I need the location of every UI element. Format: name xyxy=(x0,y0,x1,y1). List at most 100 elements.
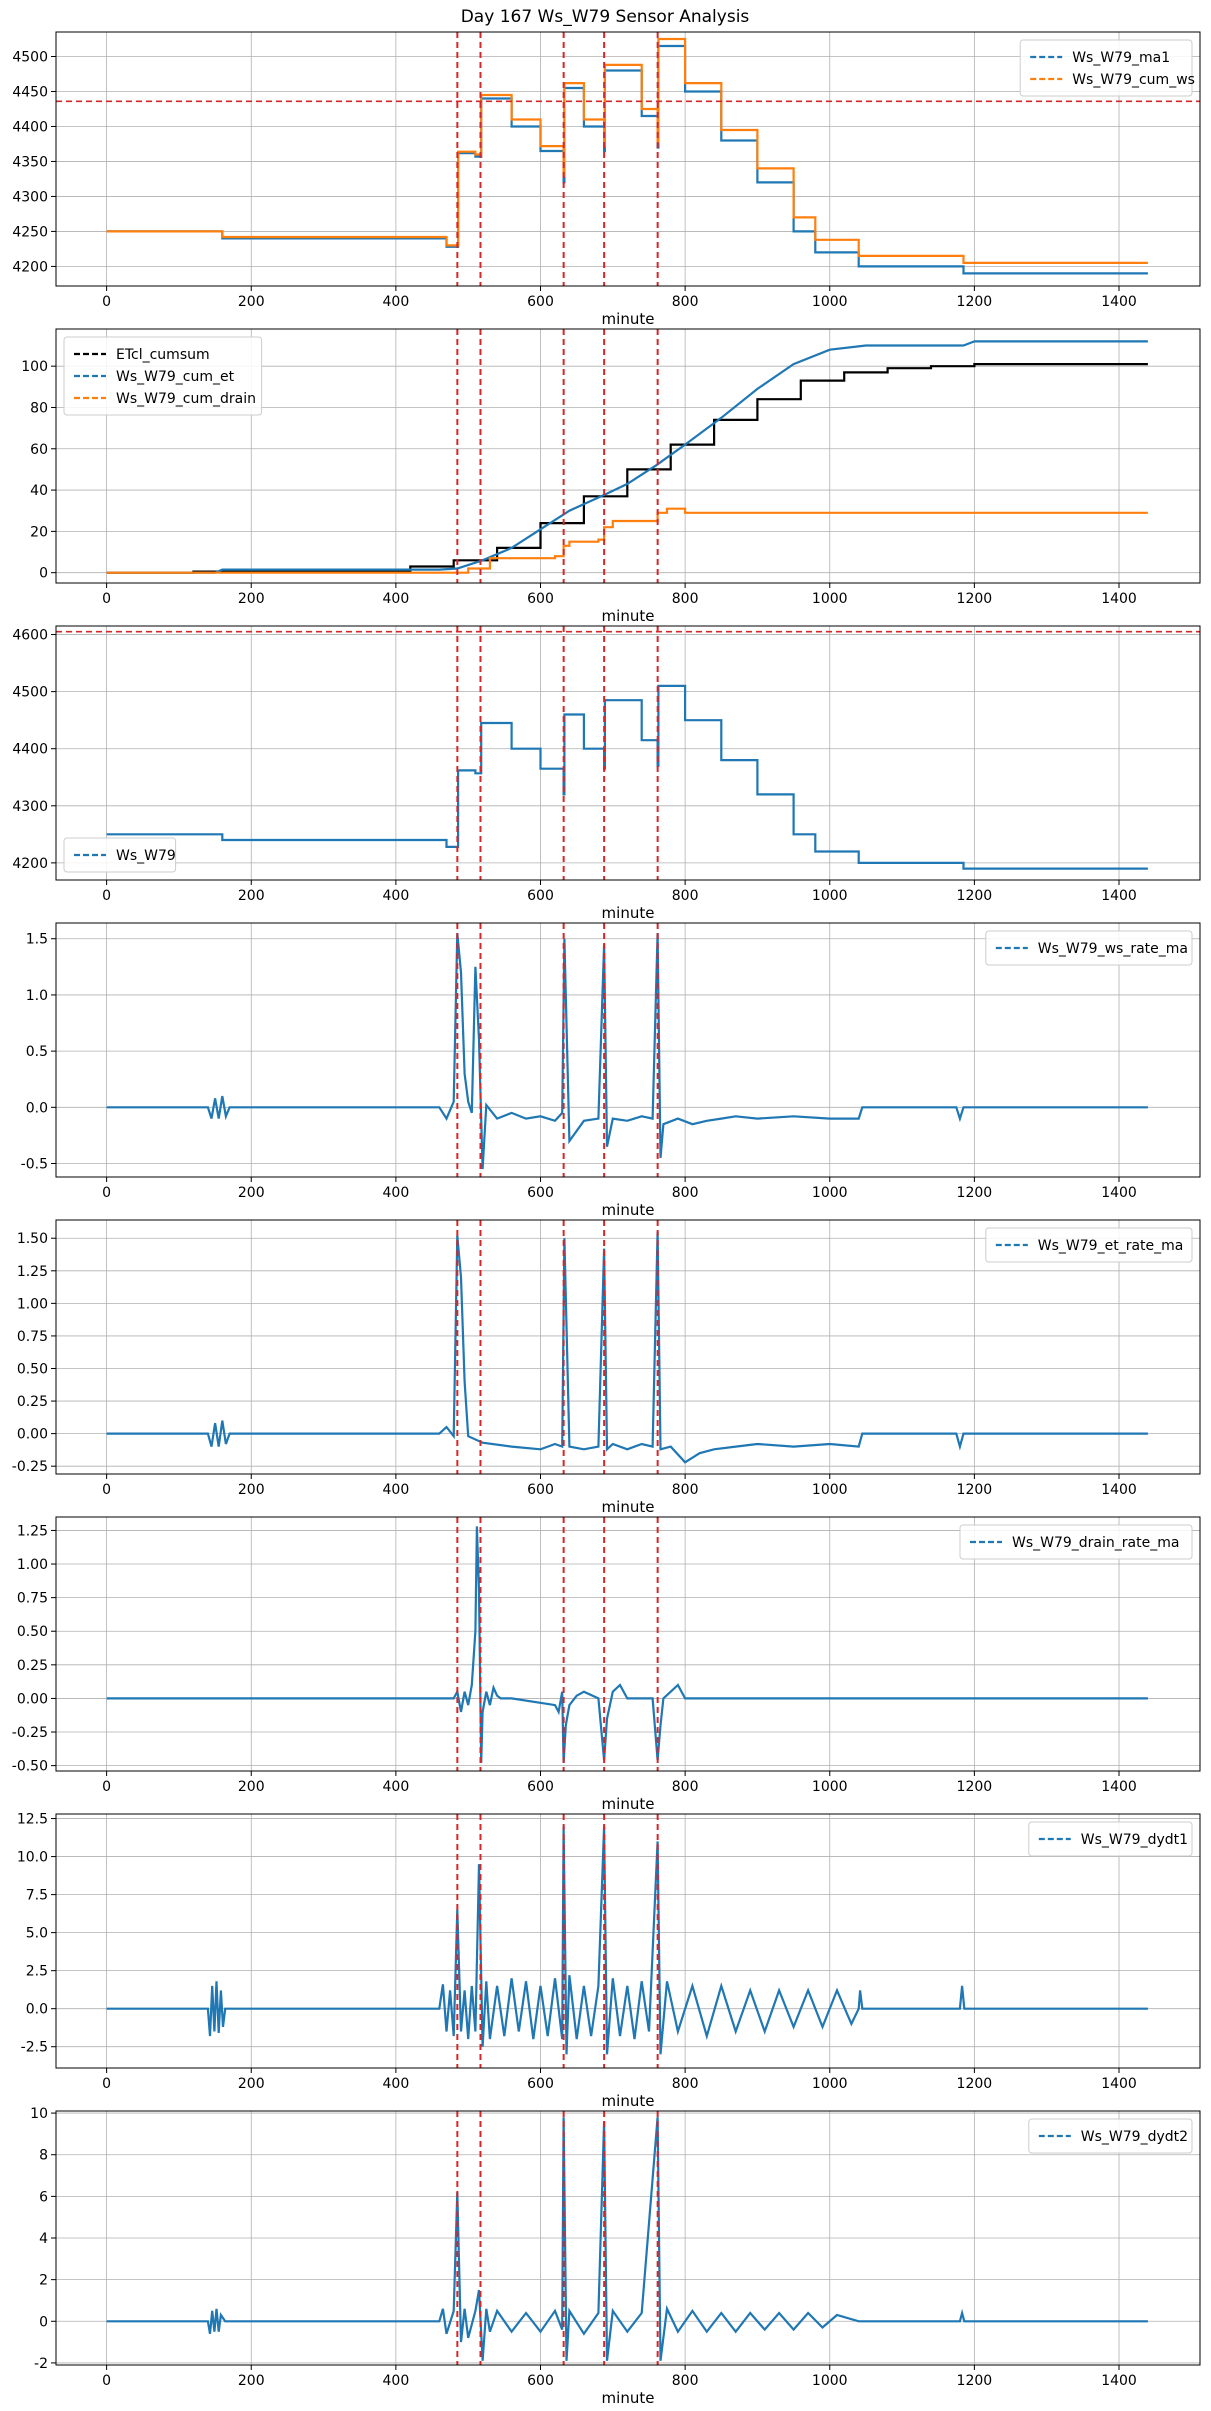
legend-label: ETcl_cumsum xyxy=(116,347,210,363)
legend-label: Ws_W79_drain_rate_ma xyxy=(1012,1535,1179,1551)
legend-box xyxy=(1019,39,1193,97)
x-tick-label: 400 xyxy=(383,888,410,904)
plot-area xyxy=(106,329,1148,583)
x-tick-label: 400 xyxy=(383,1482,410,1498)
x-tick-label: 1000 xyxy=(812,2076,848,2092)
x-axis-label: minute xyxy=(602,1498,655,1516)
x-tick-label: 1200 xyxy=(957,888,993,904)
grid xyxy=(56,2111,1200,2365)
x-tick-label: 1400 xyxy=(1101,1482,1137,1498)
x-tick-label: 1400 xyxy=(1101,1779,1137,1795)
y-tick-label: 0.75 xyxy=(17,1329,48,1345)
y-tick-label: 0 xyxy=(39,2314,48,2330)
legend-label: Ws_W79_dydt2 xyxy=(1081,2129,1188,2145)
x-tick-label: 1200 xyxy=(957,591,993,607)
y-tick-label: 100 xyxy=(21,359,48,375)
x-tick-label: 1200 xyxy=(957,2076,993,2092)
plot-area xyxy=(106,923,1148,1177)
y-tick-label: 1.25 xyxy=(17,1264,48,1280)
legend-label: Ws_W79_ma1 xyxy=(1072,50,1170,66)
legend-label: Ws_W79_cum_drain xyxy=(116,391,256,407)
x-tick-label: 1400 xyxy=(1101,591,1137,607)
series-line-ws-w79-cum-ws xyxy=(106,37,1148,264)
y-tick-label: 12.5 xyxy=(17,1812,48,1828)
x-tick-label: 1000 xyxy=(812,1779,848,1795)
y-tick-label: 0.50 xyxy=(17,1361,48,1377)
x-tick-label: 1000 xyxy=(812,294,848,310)
y-tick-label: 4500 xyxy=(12,685,48,701)
y-tick-label: 40 xyxy=(30,483,48,499)
axes-frame xyxy=(55,328,1201,584)
axes-frame xyxy=(55,1813,1201,2069)
y-tick-label: 4350 xyxy=(12,154,48,170)
x-tick-label: 400 xyxy=(383,591,410,607)
legend: ETcl_cumsum Ws_W79_cum_et Ws_W79_cum_drain xyxy=(63,336,263,416)
y-tick-label: 8 xyxy=(39,2148,48,2164)
legend-box xyxy=(1028,1821,1193,1857)
y-tick-label: 0.00 xyxy=(17,1691,48,1707)
x-tick-label: 200 xyxy=(238,1185,265,1201)
legend: Ws_W79 xyxy=(63,837,177,873)
y-tick-label: 0.50 xyxy=(17,1624,48,1640)
legend-box xyxy=(959,1524,1193,1560)
series-line-ws-w79-dydt2 xyxy=(106,2117,1148,2361)
legend-label: Ws_W79_ws_rate_ma xyxy=(1038,941,1188,957)
series-line-etcl-cumsum xyxy=(106,363,1148,574)
y-tick-label: 1.00 xyxy=(17,1296,48,1312)
axes-frame xyxy=(55,625,1201,881)
x-tick-label: 800 xyxy=(672,1482,699,1498)
series-line-ws-w79 xyxy=(106,684,1148,870)
x-tick-label: 600 xyxy=(527,591,554,607)
legend-label: Ws_W79_et_rate_ma xyxy=(1038,1238,1184,1254)
x-tick-label: 800 xyxy=(672,1185,699,1201)
y-tick-label: 4400 xyxy=(12,742,48,758)
x-tick-label: 1000 xyxy=(812,1185,848,1201)
plot-area xyxy=(106,1220,1148,1474)
y-tick-label: 4400 xyxy=(12,119,48,135)
x-tick-label: 0 xyxy=(102,1482,111,1498)
x-axis-label: minute xyxy=(602,607,655,625)
series-line-ws-w79-ma1 xyxy=(106,44,1148,275)
chart-panel-6: 0 200 400 600 800 1000 1200 1400 -0.50 -0.25 0.00 0… xyxy=(12,1516,1201,1813)
y-tick-label: 0.00 xyxy=(17,1427,48,1443)
y-tick-label: 0.0 xyxy=(26,2002,48,2018)
x-tick-label: 1200 xyxy=(957,2373,993,2389)
legend-label: Ws_W79 xyxy=(116,848,176,864)
panels: 0 200 400 600 800 1000 1200 1400420042504300435… xyxy=(12,31,1201,2407)
x-tick-label: 600 xyxy=(527,1779,554,1795)
y-tick-label: 0.25 xyxy=(17,1394,48,1410)
y-tick-label: 0.75 xyxy=(17,1591,48,1607)
legend: Ws_W79_et_rate_ma xyxy=(985,1227,1193,1263)
x-tick-label: 1000 xyxy=(812,591,848,607)
x-tick-label: 600 xyxy=(527,888,554,904)
legend: Ws_W79_drain_rate_ma xyxy=(959,1524,1193,1560)
y-tick-label: -0.25 xyxy=(12,1459,48,1475)
chart-panel-2: 0 200 400 600 800 1000 1200 1400 0 20 40 60 80 100 min… xyxy=(21,328,1201,625)
y-tick-label: 1.00 xyxy=(17,1557,48,1573)
x-tick-label: 400 xyxy=(383,2373,410,2389)
series-line-ws-w79-cum-et xyxy=(106,340,1148,574)
x-tick-label: 1400 xyxy=(1101,888,1137,904)
y-tick-label: 10 xyxy=(30,2106,48,2122)
y-tick-label: 4450 xyxy=(12,84,48,100)
y-tick-label: 20 xyxy=(30,524,48,540)
x-tick-label: 800 xyxy=(672,294,699,310)
y-tick-label: 4300 xyxy=(12,189,48,205)
x-tick-label: 0 xyxy=(102,2373,111,2389)
y-tick-label: 1.25 xyxy=(17,1523,48,1539)
legend: Ws_W79_dydt1 xyxy=(1028,1821,1193,1857)
x-tick-label: 200 xyxy=(238,2076,265,2092)
y-tick-label: 5.0 xyxy=(26,1926,48,1942)
x-axis-label: minute xyxy=(602,2092,655,2110)
y-tick-label: -2.5 xyxy=(21,2040,48,2056)
legend-label: Ws_W79_cum_et xyxy=(116,369,235,385)
y-tick-label: -0.5 xyxy=(21,1157,48,1173)
chart-panel-8: 0 200 400 600 800 1000 1200 1400 -2 0 2 4 6 8 10 minute… xyxy=(30,2106,1201,2407)
x-tick-label: 200 xyxy=(238,1779,265,1795)
x-tick-label: 600 xyxy=(527,2076,554,2092)
chart-panel-1: 0 200 400 600 800 1000 1200 1400 4200 4250 4300 435… xyxy=(12,31,1201,328)
grid xyxy=(56,1814,1200,2068)
x-tick-label: 800 xyxy=(672,2373,699,2389)
x-tick-label: 1200 xyxy=(957,294,993,310)
legend-label: Ws_W79_cum_ws xyxy=(1072,72,1195,88)
